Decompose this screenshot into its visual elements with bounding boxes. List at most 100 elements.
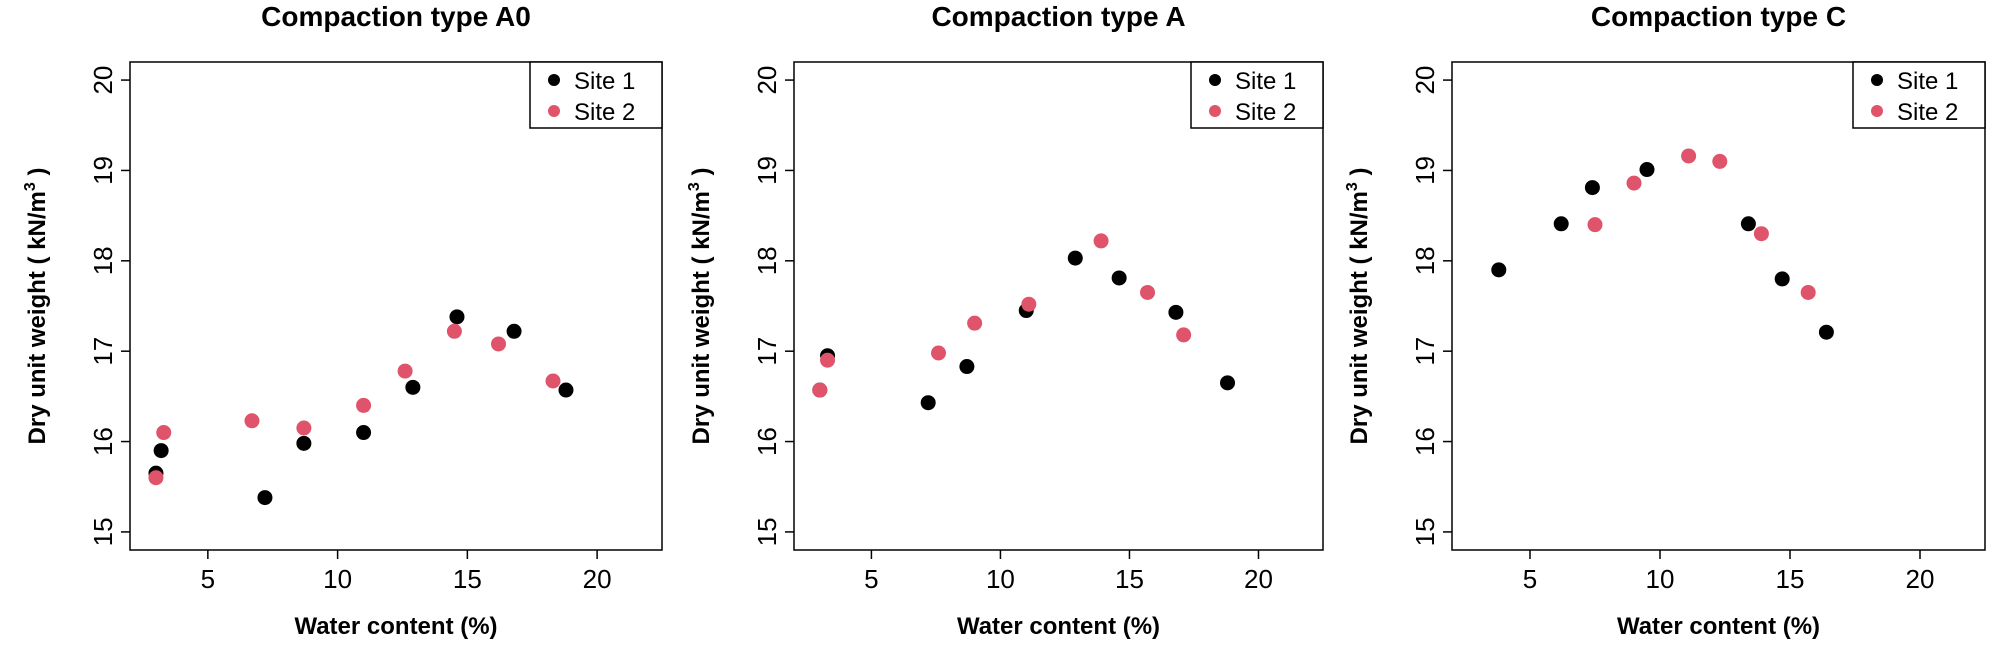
data-point-site-1 <box>920 395 936 411</box>
data-point-site-2 <box>156 425 172 441</box>
data-point-site-2 <box>1093 233 1109 249</box>
y-axis-label-sup: 3 <box>1344 182 1361 191</box>
x-tick-label: 5 <box>201 564 215 594</box>
x-axis-label: Water content (%) <box>1617 613 1820 640</box>
x-axis-label: Water content (%) <box>957 613 1160 640</box>
legend-label-site-2: Site 2 <box>1897 99 1958 126</box>
data-point-site-1 <box>356 425 372 441</box>
y-axis-label-main: Dry unit weight ( kN/m <box>1346 191 1373 444</box>
data-point-site-2 <box>397 363 413 379</box>
y-tick-label: 20 <box>1410 66 1440 95</box>
data-point-site-2 <box>1626 175 1642 191</box>
y-tick-label: 16 <box>88 427 118 456</box>
plot-frame <box>793 61 1324 551</box>
legend-box <box>1852 61 1986 129</box>
chart-panel-3: Compaction type C 5 10 15 20 15 16 17 18 19 20 Wate… <box>1344 1 1986 640</box>
x-tick-label: 10 <box>986 564 1015 594</box>
y-axis-label-close: ) <box>688 168 715 183</box>
data-point-site-2 <box>1800 284 1816 300</box>
data-point-site-1 <box>257 490 273 506</box>
data-point-site-2 <box>1587 217 1603 233</box>
y-axis-label-sup: 3 <box>686 182 703 191</box>
chart-panel-2: Compaction type A 5 10 15 20 15 16 17 18 19 20 Wate… <box>686 1 1324 640</box>
y-axis-label-sup: 3 <box>22 182 39 191</box>
y-tick-label: 16 <box>752 427 782 456</box>
data-point-site-1 <box>1168 304 1184 320</box>
y-tick-label: 20 <box>752 66 782 95</box>
y-tick-label: 16 <box>1410 427 1440 456</box>
legend-label-site-2: Site 2 <box>574 99 635 126</box>
x-tick-label: 20 <box>1906 564 1935 594</box>
data-point-site-2 <box>820 352 836 368</box>
data-point-site-2 <box>1681 148 1697 164</box>
y-tick-label: 17 <box>1410 337 1440 366</box>
y-tick-label: 15 <box>88 517 118 546</box>
y-axis-label: Dry unit weight ( kN/m3 ) <box>686 168 715 445</box>
y-tick-label: 18 <box>88 246 118 275</box>
y-axis-label: Dry unit weight ( kN/m3 ) <box>22 168 51 445</box>
data-point-site-2 <box>1712 153 1728 169</box>
chart-title: Compaction type A <box>931 1 1185 32</box>
chart-panel-1: Compaction type A0 5 10 15 20 15 16 17 18 19 20 Wat… <box>22 1 663 640</box>
plot-frame <box>129 61 663 551</box>
data-point-site-1 <box>1818 324 1834 340</box>
data-point-site-2 <box>244 413 260 429</box>
data-point-site-1 <box>296 435 312 451</box>
data-point-site-1 <box>1553 216 1569 232</box>
data-point-site-1 <box>558 382 574 398</box>
data-point-site-2 <box>1753 226 1769 242</box>
x-tick-label: 5 <box>1523 564 1537 594</box>
y-tick-label: 20 <box>88 66 118 95</box>
y-tick-label: 19 <box>1410 156 1440 185</box>
data-point-site-2 <box>356 397 372 413</box>
legend-label-site-2: Site 2 <box>1235 99 1296 126</box>
data-point-site-2 <box>931 345 947 361</box>
data-point-site-2 <box>545 373 561 389</box>
y-tick-label: 15 <box>1410 517 1440 546</box>
x-tick-label: 15 <box>1115 564 1144 594</box>
y-axis-label-close: ) <box>1346 168 1373 183</box>
y-axis-label: Dry unit weight ( kN/m3 ) <box>1344 168 1373 445</box>
chart-title: Compaction type C <box>1591 1 1846 32</box>
legend-label-site-1: Site 1 <box>1235 68 1296 95</box>
data-point-site-2 <box>148 470 164 486</box>
x-tick-label: 5 <box>864 564 878 594</box>
y-axis-label-main: Dry unit weight ( kN/m <box>24 191 51 444</box>
legend-marker-site-1 <box>1209 74 1221 86</box>
legend-label-site-1: Site 1 <box>1897 68 1958 95</box>
y-tick-label: 17 <box>752 337 782 366</box>
data-point-site-1 <box>506 323 522 339</box>
x-tick-label: 10 <box>323 564 352 594</box>
data-point-site-2 <box>446 323 462 339</box>
y-tick-label: 17 <box>88 337 118 366</box>
x-tick-label: 15 <box>1776 564 1805 594</box>
chart-title: Compaction type A0 <box>261 1 531 32</box>
y-tick-label: 15 <box>752 517 782 546</box>
legend-marker-site-1 <box>548 74 560 86</box>
legend-marker-site-1 <box>1871 74 1883 86</box>
data-point-site-1 <box>1220 375 1236 391</box>
data-point-site-1 <box>959 359 975 375</box>
data-point-site-1 <box>1491 262 1507 278</box>
plot-frame <box>1451 61 1986 551</box>
legend-box <box>1190 61 1324 129</box>
data-point-site-1 <box>405 379 421 395</box>
data-point-site-2 <box>812 382 828 398</box>
y-tick-label: 18 <box>1410 246 1440 275</box>
legend-label-site-1: Site 1 <box>574 68 635 95</box>
data-point-site-1 <box>1774 271 1790 287</box>
data-point-site-1 <box>1639 162 1655 178</box>
legend-box <box>529 61 663 129</box>
data-point-site-2 <box>1021 296 1037 312</box>
y-tick-label: 18 <box>752 246 782 275</box>
legend-marker-site-2 <box>548 105 560 117</box>
data-point-site-1 <box>1584 180 1600 196</box>
x-tick-label: 10 <box>1646 564 1675 594</box>
data-point-site-2 <box>1176 327 1192 343</box>
data-point-site-2 <box>491 336 507 352</box>
y-axis-label-main: Dry unit weight ( kN/m <box>688 191 715 444</box>
y-tick-label: 19 <box>88 156 118 185</box>
data-point-site-2 <box>1140 284 1156 300</box>
